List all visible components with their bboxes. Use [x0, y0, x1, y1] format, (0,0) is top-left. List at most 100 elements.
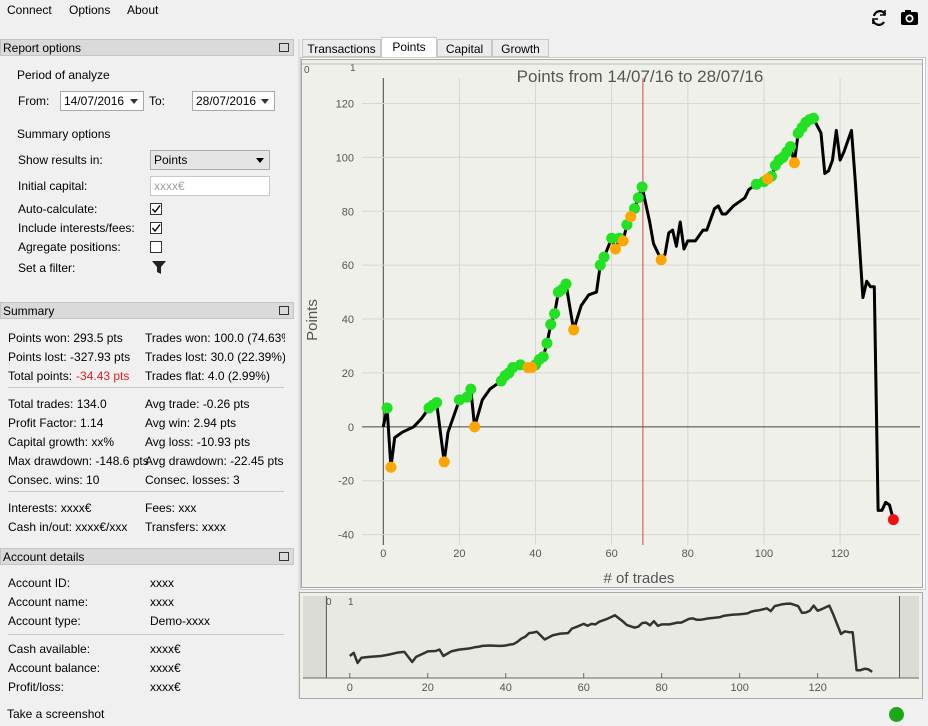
summary-label: Cash in/out: xxxx€/xxx: [8, 520, 128, 534]
points-line: [381, 116, 895, 520]
account-value: xxxx: [150, 576, 174, 590]
y-tick-label: -20: [338, 476, 354, 488]
summary-label: Total points:: [8, 369, 73, 383]
account-value: xxxx€: [150, 642, 181, 656]
tab[interactable]: Capital: [437, 39, 492, 57]
trade-point: [632, 192, 644, 204]
label: Set a filter:: [18, 261, 76, 275]
x-tick-label: 20: [422, 682, 434, 694]
x-tick-label: 20: [453, 548, 465, 560]
trade-point: [438, 456, 450, 468]
y-tick-label: 100: [336, 152, 354, 164]
trade-point: [537, 351, 549, 363]
separator: [8, 634, 284, 635]
summary-left: Points lost: -327.93 pts: [8, 349, 130, 365]
screenshot-link[interactable]: Take a screenshot: [7, 707, 105, 721]
trade-point: [807, 112, 819, 124]
y-tick-label: 0: [348, 422, 354, 434]
checkbox[interactable]: [150, 222, 162, 234]
trade-point: [655, 254, 667, 266]
date-text: 14/07/2016: [64, 94, 125, 108]
summary-right: Fees: xxx: [145, 501, 197, 515]
summary-right: Trades flat: 4.0 (2.99%): [145, 369, 270, 383]
section-header: Account details: [0, 548, 294, 565]
summary-right: Avg drawdown: -22.45 pts: [145, 454, 284, 468]
header-text: Account details: [3, 550, 85, 564]
date-from[interactable]: 14/07/2016: [60, 91, 144, 111]
label: Show results in:: [18, 153, 103, 167]
label: Include interests/fees:: [18, 221, 135, 235]
filter-button[interactable]: [151, 260, 167, 276]
account-label: Account ID:: [8, 576, 71, 590]
toolbar-icons: [871, 10, 918, 26]
label: Period of analyze: [17, 68, 110, 82]
selected-region: [326, 596, 900, 678]
summary-left: Total trades: 134.0: [8, 396, 107, 412]
summary-left: Profit Factor: 1.14: [8, 415, 103, 431]
placeholder: xxxx€: [154, 179, 185, 193]
x-tick-label: 80: [656, 682, 668, 694]
summary-label: Max drawdown: -148.6 pts: [8, 454, 149, 468]
trade-point: [762, 173, 774, 185]
trade-point: [469, 421, 481, 433]
x-tick-label: 0: [347, 682, 353, 694]
account-label: Account balance:: [8, 661, 101, 675]
trade-point: [788, 157, 800, 169]
trade-point: [431, 397, 443, 409]
summary-label: Interests: xxxx€: [8, 501, 92, 515]
capital-input[interactable]: xxxx€: [150, 176, 270, 196]
checkbox[interactable]: [150, 203, 162, 215]
summary-left: Max drawdown: -148.6 pts: [8, 453, 149, 469]
trade-point: [549, 308, 561, 320]
summary-value: -34.43 pts: [76, 369, 130, 383]
trade-point: [385, 461, 397, 473]
label: Agregate positions:: [18, 240, 121, 254]
corner-label: 1: [348, 597, 354, 608]
restore-button[interactable]: [279, 306, 289, 315]
label: Summary options: [17, 127, 111, 141]
corner-label: 0: [326, 597, 332, 608]
summary-left: Capital growth: xx%: [8, 434, 114, 450]
camera-button[interactable]: [901, 10, 918, 25]
restore-button[interactable]: [279, 43, 289, 52]
refresh-button[interactable]: [871, 10, 886, 26]
trade-point: [887, 514, 899, 526]
corner-label: 0: [304, 65, 310, 76]
trade-point: [541, 337, 553, 349]
summary-label: Points lost: -327.93 pts: [8, 350, 131, 364]
menu-item[interactable]: Options: [69, 3, 111, 17]
separator: [8, 387, 284, 388]
menu-item[interactable]: Connect: [7, 3, 52, 17]
account-value: Demo-xxxx: [150, 614, 211, 628]
results-combo[interactable]: Points: [150, 150, 270, 170]
tab[interactable]: Transactions: [302, 39, 381, 57]
points-chart: 0 10 20 40 60 80 100 120-40-20020406080100120Po…: [301, 59, 923, 588]
summary-label: Total trades: 134.0: [8, 397, 107, 411]
account-label: Cash available:: [8, 642, 91, 656]
date-to[interactable]: 28/07/2016: [192, 91, 275, 111]
label: Auto-calculate:: [18, 202, 98, 216]
x-tick-label: 60: [606, 548, 618, 560]
trade-point: [625, 211, 637, 223]
y-tick-label: 60: [342, 260, 354, 272]
y-tick-label: 120: [336, 98, 354, 110]
trade-point: [636, 181, 648, 193]
tab[interactable]: Points: [381, 37, 437, 58]
separator: [8, 491, 284, 492]
overview-chart: 0 10 20 40 60 80 100 120: [299, 592, 923, 699]
menu-item[interactable]: About: [127, 3, 159, 17]
tab[interactable]: Growth: [492, 39, 549, 57]
restore-button[interactable]: [279, 552, 289, 561]
account-value: xxxx: [150, 595, 174, 609]
summary-left: Consec. wins: 10: [8, 472, 99, 488]
checkbox[interactable]: [150, 241, 162, 253]
summary-right: Avg loss: -10.93 pts: [145, 435, 251, 449]
section-header: Summary: [0, 302, 294, 319]
summary-left: Total points: -34.43 pts: [8, 368, 129, 384]
trade-point: [545, 318, 557, 330]
corner-label: 1: [350, 63, 356, 74]
label: Initial capital:: [18, 179, 88, 193]
summary-right: Trades lost: 30.0 (22.39%): [145, 350, 285, 364]
summary-label: Points won: 293.5 pts: [8, 331, 123, 345]
label: From:: [18, 94, 50, 108]
